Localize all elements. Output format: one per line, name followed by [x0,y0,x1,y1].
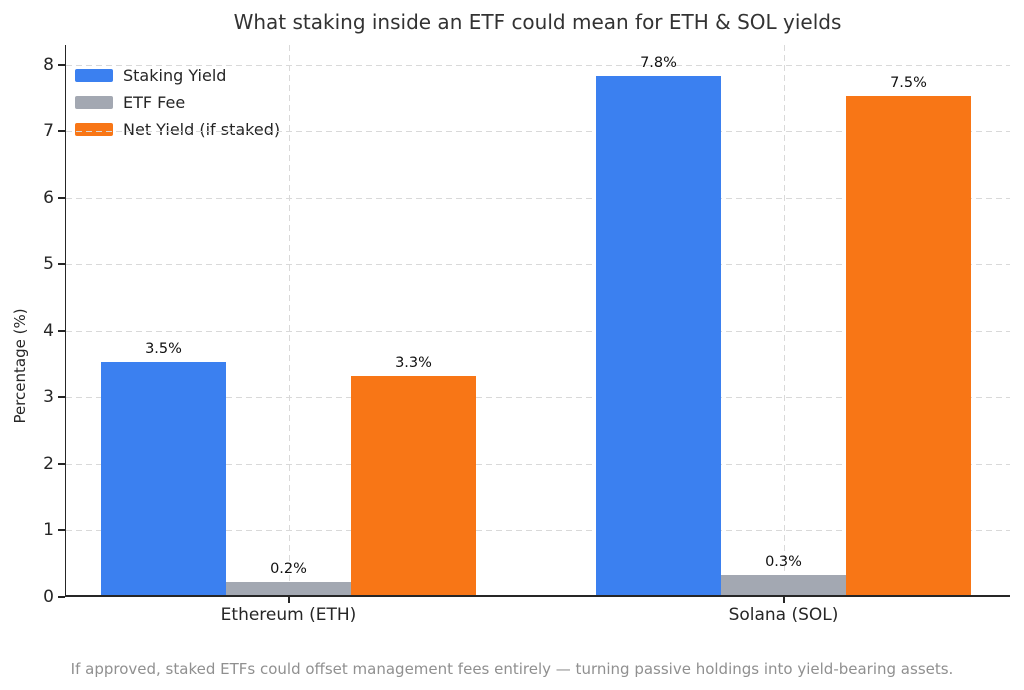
grid-line-h [66,131,1010,133]
x-tick-mark [287,597,290,603]
y-tick-mark [58,462,65,465]
chart-title: What staking inside an ETF could mean fo… [233,10,842,34]
legend-label: Net Yield (if staked) [123,120,281,139]
legend: Staking Yield ETF Fee Net Yield (if staked… [75,62,280,143]
y-tick-label: 5 [43,254,54,275]
x-tick-mark [782,597,785,603]
bar-value-label: 0.3% [765,554,802,571]
y-tick-label: 4 [43,320,54,341]
x-tick-label: Ethereum (ETH) [220,605,357,625]
y-tick-label: 8 [43,54,54,75]
bar-staking-yield-sol [596,76,721,595]
y-tick-mark [58,263,65,266]
bar-value-label: 7.8% [640,55,677,72]
grid-line-h [66,330,1010,332]
plot-area: Percentage (%) Staking Yield ETF Fee Net Y… [11,45,1010,625]
grid-line-h [66,197,1010,199]
y-tick-label: 6 [43,187,54,208]
legend-swatch [75,123,113,136]
x-tick-label: Solana (SOL) [728,605,839,625]
y-tick-mark [58,529,65,532]
grid-line-h [66,463,1010,465]
grid-line-v [288,45,290,595]
y-tick-label: 1 [43,520,54,541]
bar-net-yield-eth [351,375,476,595]
y-tick-label: 7 [43,121,54,142]
bar-value-label: 7.5% [890,75,927,92]
grid-line-h [66,264,1010,266]
bar-etf-fee-eth [226,581,351,595]
bar-staking-yield-eth [101,362,226,595]
legend-swatch [75,96,113,109]
grid-line-h [66,530,1010,532]
y-tick-mark [58,596,65,598]
y-tick-label: 0 [43,587,54,607]
legend-item: Net Yield (if staked) [75,116,280,143]
bar-value-label: 0.2% [270,560,307,577]
legend-label: Staking Yield [123,66,227,85]
y-tick-label: 3 [43,387,54,408]
bar-net-yield-sol [846,96,971,595]
legend-label: ETF Fee [123,93,186,112]
legend-item: ETF Fee [75,89,280,116]
y-tick-mark [58,396,65,399]
bar-value-label: 3.5% [145,341,182,358]
bar-etf-fee-sol [721,575,846,595]
bar-value-label: 3.3% [395,354,432,371]
y-tick-mark [58,196,65,199]
footnote: If approved, staked ETFs could offset ma… [70,660,954,678]
y-tick-label: 2 [43,453,54,474]
grid-line-h [66,64,1010,66]
legend-item: Staking Yield [75,62,280,89]
legend-swatch [75,69,113,82]
y-tick-mark [58,329,65,332]
y-tick-mark [58,63,65,66]
grid-line-h [66,397,1010,399]
y-tick-mark [58,130,65,133]
grid-line-v [783,45,785,595]
